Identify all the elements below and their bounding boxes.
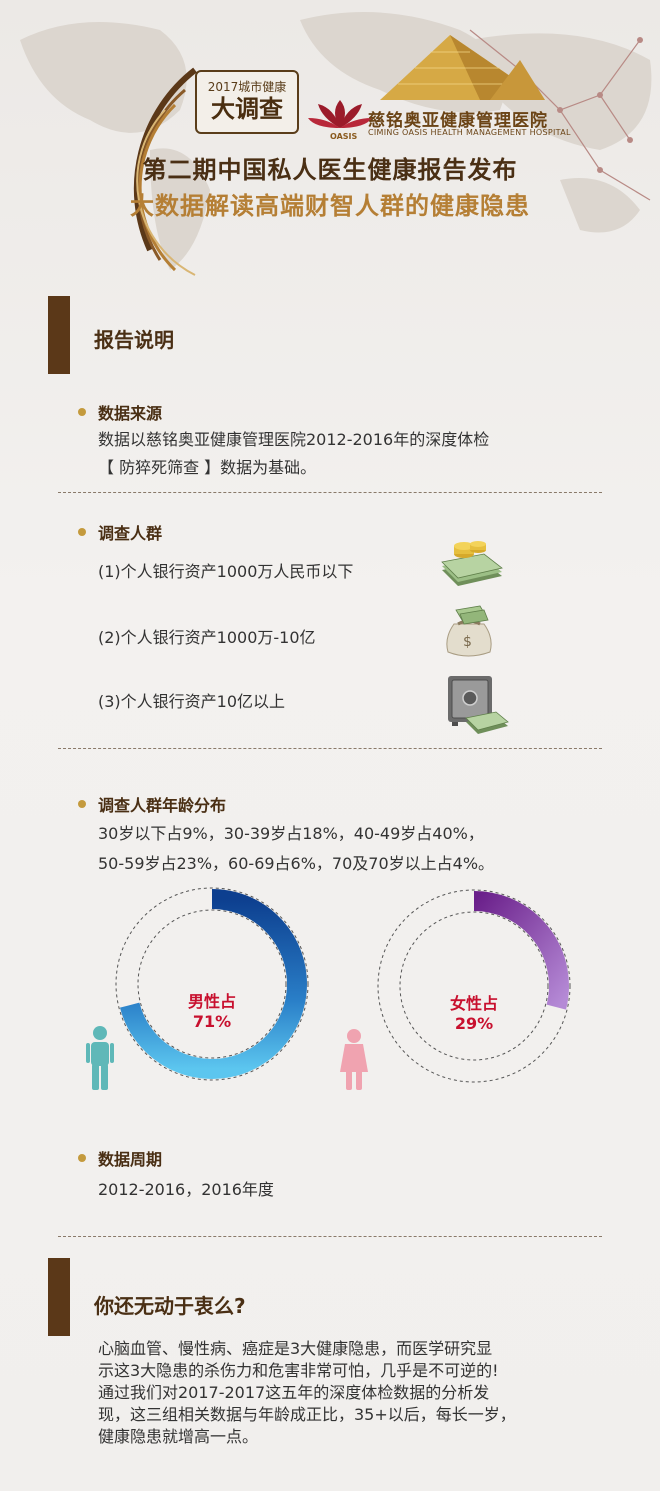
female-donut-outer-ring	[377, 889, 571, 1083]
data-period-text: 2012-2016，2016年度	[98, 1180, 274, 1199]
badge-year-label: 2017城市健康	[207, 80, 287, 94]
age-distribution-title: 调查人群年龄分布	[98, 796, 227, 815]
age-distribution-line-2: 50-59岁占23%，60-69占6%，70及70岁以上占4%。	[98, 854, 495, 873]
call-to-action-paragraph: 心脑血管、慢性病、癌症是3大健康隐患，而医学研究显 示这3大隐患的杀伤力和危害非…	[98, 1338, 516, 1448]
section-title-report-notes: 报告说明	[94, 328, 174, 352]
lotus-logo-icon	[308, 100, 372, 128]
section-marker-bar	[48, 296, 70, 374]
dashed-divider	[58, 1236, 602, 1237]
svg-text:$: $	[463, 634, 472, 650]
male-donut-inner-ring	[137, 909, 287, 1059]
female-donut-arc	[473, 891, 569, 1010]
age-distribution-line-1: 30岁以下占9%，30-39岁占18%，40-49岁占40%，	[98, 824, 484, 843]
badge-main-label: 大调查	[211, 95, 283, 123]
hospital-english-name: CIMING OASIS HEALTH MANAGEMENT HOSPITAL	[368, 128, 571, 137]
female-donut-inner-ring	[399, 911, 549, 1061]
hospital-name: 慈铭奥亚健康管理医院	[368, 111, 548, 131]
group-item-3: (3)个人银行资产10亿以上	[98, 692, 286, 711]
female-ratio-label: 女性占29%	[449, 994, 498, 1033]
bullet-icon	[78, 528, 86, 536]
safe-with-cash-icon	[448, 676, 509, 734]
dashed-divider	[58, 492, 602, 493]
logo-oasis-text: OASIS	[330, 132, 358, 141]
paragraph-line: 通过我们对2017-2017这五年的深度体检数据的分析发	[98, 1383, 490, 1402]
male-donut-arc	[119, 889, 307, 1079]
survey-badge: 2017城市健康 大调查	[195, 70, 299, 134]
paragraph-line: 心脑血管、慢性病、癌症是3大健康隐患，而医学研究显	[98, 1339, 493, 1358]
group-item-1: (1)个人银行资产1000万人民币以下	[98, 562, 354, 581]
bullet-icon	[78, 800, 86, 808]
female-ratio-donut	[340, 889, 571, 1090]
paragraph-line: 示这3大隐患的杀伤力和危害非常可怕，几乎是不可逆的!	[98, 1361, 499, 1380]
cash-stack-coins-icon	[441, 541, 503, 586]
dashed-divider	[58, 748, 602, 749]
male-ratio-label: 男性占71%	[187, 992, 236, 1031]
paragraph-line: 健康隐患就增高一点。	[98, 1427, 259, 1446]
section-marker-bar	[48, 1258, 70, 1336]
paragraph-line: 现，这三组相关数据与年龄成正比，35+以后，每长一岁，	[98, 1405, 516, 1424]
bullet-icon	[78, 1154, 86, 1162]
page-title: 第二期中国私人医生健康报告发布	[142, 156, 518, 184]
header-world-map-background	[20, 12, 652, 276]
group-item-2: (2)个人银行资产1000万-10亿	[98, 628, 316, 647]
data-source-title: 数据来源	[98, 404, 163, 423]
survey-group-title: 调查人群	[98, 524, 163, 543]
page-subtitle: 大数据解读高端财智人群的健康隐患	[130, 192, 530, 220]
data-period-title: 数据周期	[98, 1150, 163, 1169]
male-person-icon	[86, 1026, 114, 1090]
section-title-call-to-action: 你还无动于衷么?	[94, 1294, 246, 1318]
money-bag-icon: $	[446, 605, 492, 657]
male-donut-outer-ring	[115, 887, 309, 1081]
data-source-line-1: 数据以慈铭奥亚健康管理医院2012-2016年的深度体检	[98, 430, 490, 449]
data-source-line-2: 【 防猝死筛查 】数据为基础。	[98, 458, 317, 477]
male-ratio-donut	[86, 887, 309, 1090]
female-person-icon	[340, 1029, 368, 1090]
bullet-icon	[78, 408, 86, 416]
